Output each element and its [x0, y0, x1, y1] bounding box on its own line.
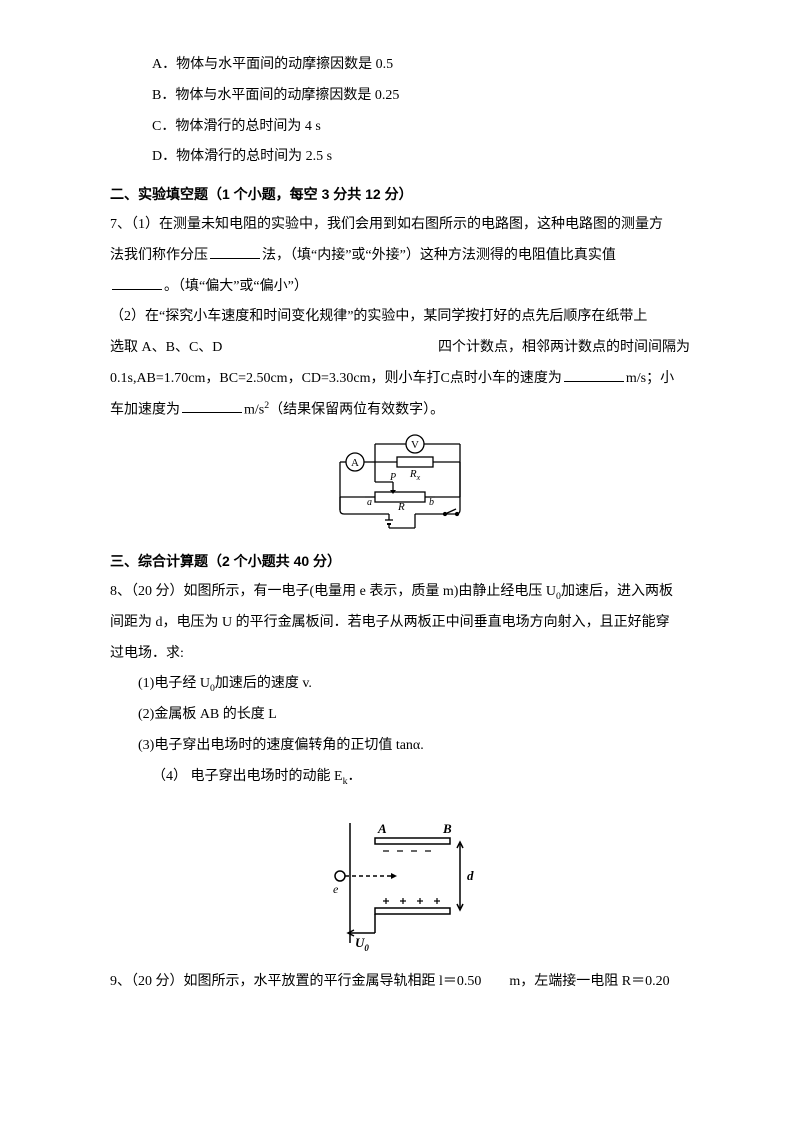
q8-1-text-b: 加速后的速度 v.	[215, 676, 312, 691]
svg-text:e: e	[333, 882, 339, 896]
capacitor-svg: A B d e U0	[305, 813, 495, 953]
q7-2-unit-d: m/s	[244, 402, 264, 417]
q8-1-text: (1)电子经 U	[138, 676, 210, 691]
blank-accel	[182, 398, 242, 413]
q8-line1: 8、（20 分）如图所示，有一电子(电量用 e 表示，质量 m)由静止经电压 U…	[110, 577, 690, 608]
q7-2-line2: 选取 A、B、C、D 四个计数点，相邻两计数点的时间间隔为	[110, 333, 690, 364]
section3-title: 三、综合计算题（2 个小题共 40 分）	[110, 546, 690, 577]
q7-2-right: 四个计数点，相邻两计数点的时间间隔为	[438, 333, 690, 364]
q7-2-line3: 0.1s,AB=1.70cm，BC=2.50cm，CD=3.30cm，则小车打C…	[110, 364, 690, 395]
q8-line3: 过电场．求:	[110, 639, 690, 670]
svg-text:A: A	[377, 821, 387, 836]
svg-text:P: P	[389, 472, 396, 483]
q7-2-left: 选取 A、B、C、D	[110, 333, 222, 364]
q8-text-a: 8、（20 分）如图所示，有一电子(电量用 e 表示，质量 m)由静止经电压 U	[110, 584, 556, 599]
section2-title: 二、实验填空题（1 个小题，每空 3 分共 12 分）	[110, 179, 690, 210]
q7-line2: 法我们称作分压 法，（填“内接”或“外接”）这种方法测得的电阻值比真实值	[110, 241, 690, 272]
q7-2-tail: （结果保留两位有效数字）。	[269, 402, 444, 417]
page-content: A．物体与水平面间的动摩擦因数是 0.5 B．物体与水平面间的动摩擦因数是 0.…	[0, 0, 800, 1027]
q8-4-text: （4） 电子穿出电场时的动能 E	[152, 769, 343, 784]
q8-4-tail: ．	[347, 769, 361, 784]
circuit-svg: A V Rx	[315, 432, 485, 532]
q7-2-line1: （2）在“探究小车速度和时间变化规律”的实验中，某同学按打好的点先后顺序在纸带上	[110, 302, 690, 333]
q8-sub2: (2)金属板 AB 的长度 L	[110, 700, 690, 731]
svg-text:A: A	[351, 457, 359, 469]
q7-text-2: 法，（填“内接”或“外接”）这种方法测得的电阻值比真实值	[262, 248, 616, 263]
q6-option-d: D．物体滑行的总时间为 2.5 s	[110, 142, 690, 173]
q8-text-a2: 加速后，进入两板	[561, 584, 673, 599]
svg-text:a: a	[367, 497, 372, 508]
circuit-figure: A V Rx	[110, 432, 690, 536]
svg-text:V: V	[411, 439, 419, 451]
q7-2-line4: 车加速度为m/s2（结果保留两位有效数字）。	[110, 395, 690, 426]
q7-text-1: 法我们称作分压	[110, 248, 208, 263]
blank-method	[210, 244, 260, 259]
q6-option-c: C．物体滑行的总时间为 4 s	[110, 112, 690, 143]
svg-text:b: b	[429, 497, 434, 508]
q6-option-a: A．物体与水平面间的动摩擦因数是 0.5	[110, 50, 690, 81]
svg-text:R: R	[397, 501, 405, 513]
q7-2-text-d: 车加速度为	[110, 402, 180, 417]
q7-text-3: 。（填“偏大”或“偏小”）	[164, 279, 308, 294]
svg-text:B: B	[442, 821, 452, 836]
svg-text:Rx: Rx	[409, 468, 421, 482]
capacitor-figure: A B d e U0	[110, 813, 690, 957]
q7-2-unit-c: m/s；小	[626, 371, 674, 386]
q8-sub1: (1)电子经 U0加速后的速度 v.	[110, 669, 690, 700]
q9-line1: 9、（20 分）如图所示，水平放置的平行金属导轨相距 l＝0.50 m，左端接一…	[110, 967, 690, 998]
q7-line3: 。（填“偏大”或“偏小”）	[110, 272, 690, 303]
blank-velocity	[564, 367, 624, 382]
q7-2-text-c: 0.1s,AB=1.70cm，BC=2.50cm，CD=3.30cm，则小车打C…	[110, 371, 562, 386]
svg-text:d: d	[467, 868, 474, 883]
q8-sub3: (3)电子穿出电场时的速度偏转角的正切值 tanα.	[110, 731, 690, 762]
q6-option-b: B．物体与水平面间的动摩擦因数是 0.25	[110, 81, 690, 112]
q7-line1: 7、（1）在测量未知电阻的实验中，我们会用到如右图所示的电路图，这种电路图的测量…	[110, 210, 690, 241]
q8-sub4: （4） 电子穿出电场时的动能 Ek．	[110, 762, 690, 793]
svg-text:U0: U0	[355, 935, 369, 953]
q8-line2: 间距为 d，电压为 U 的平行金属板间．若电子从两板正中间垂直电场方向射入，且正…	[110, 608, 690, 639]
blank-bias	[112, 275, 162, 290]
